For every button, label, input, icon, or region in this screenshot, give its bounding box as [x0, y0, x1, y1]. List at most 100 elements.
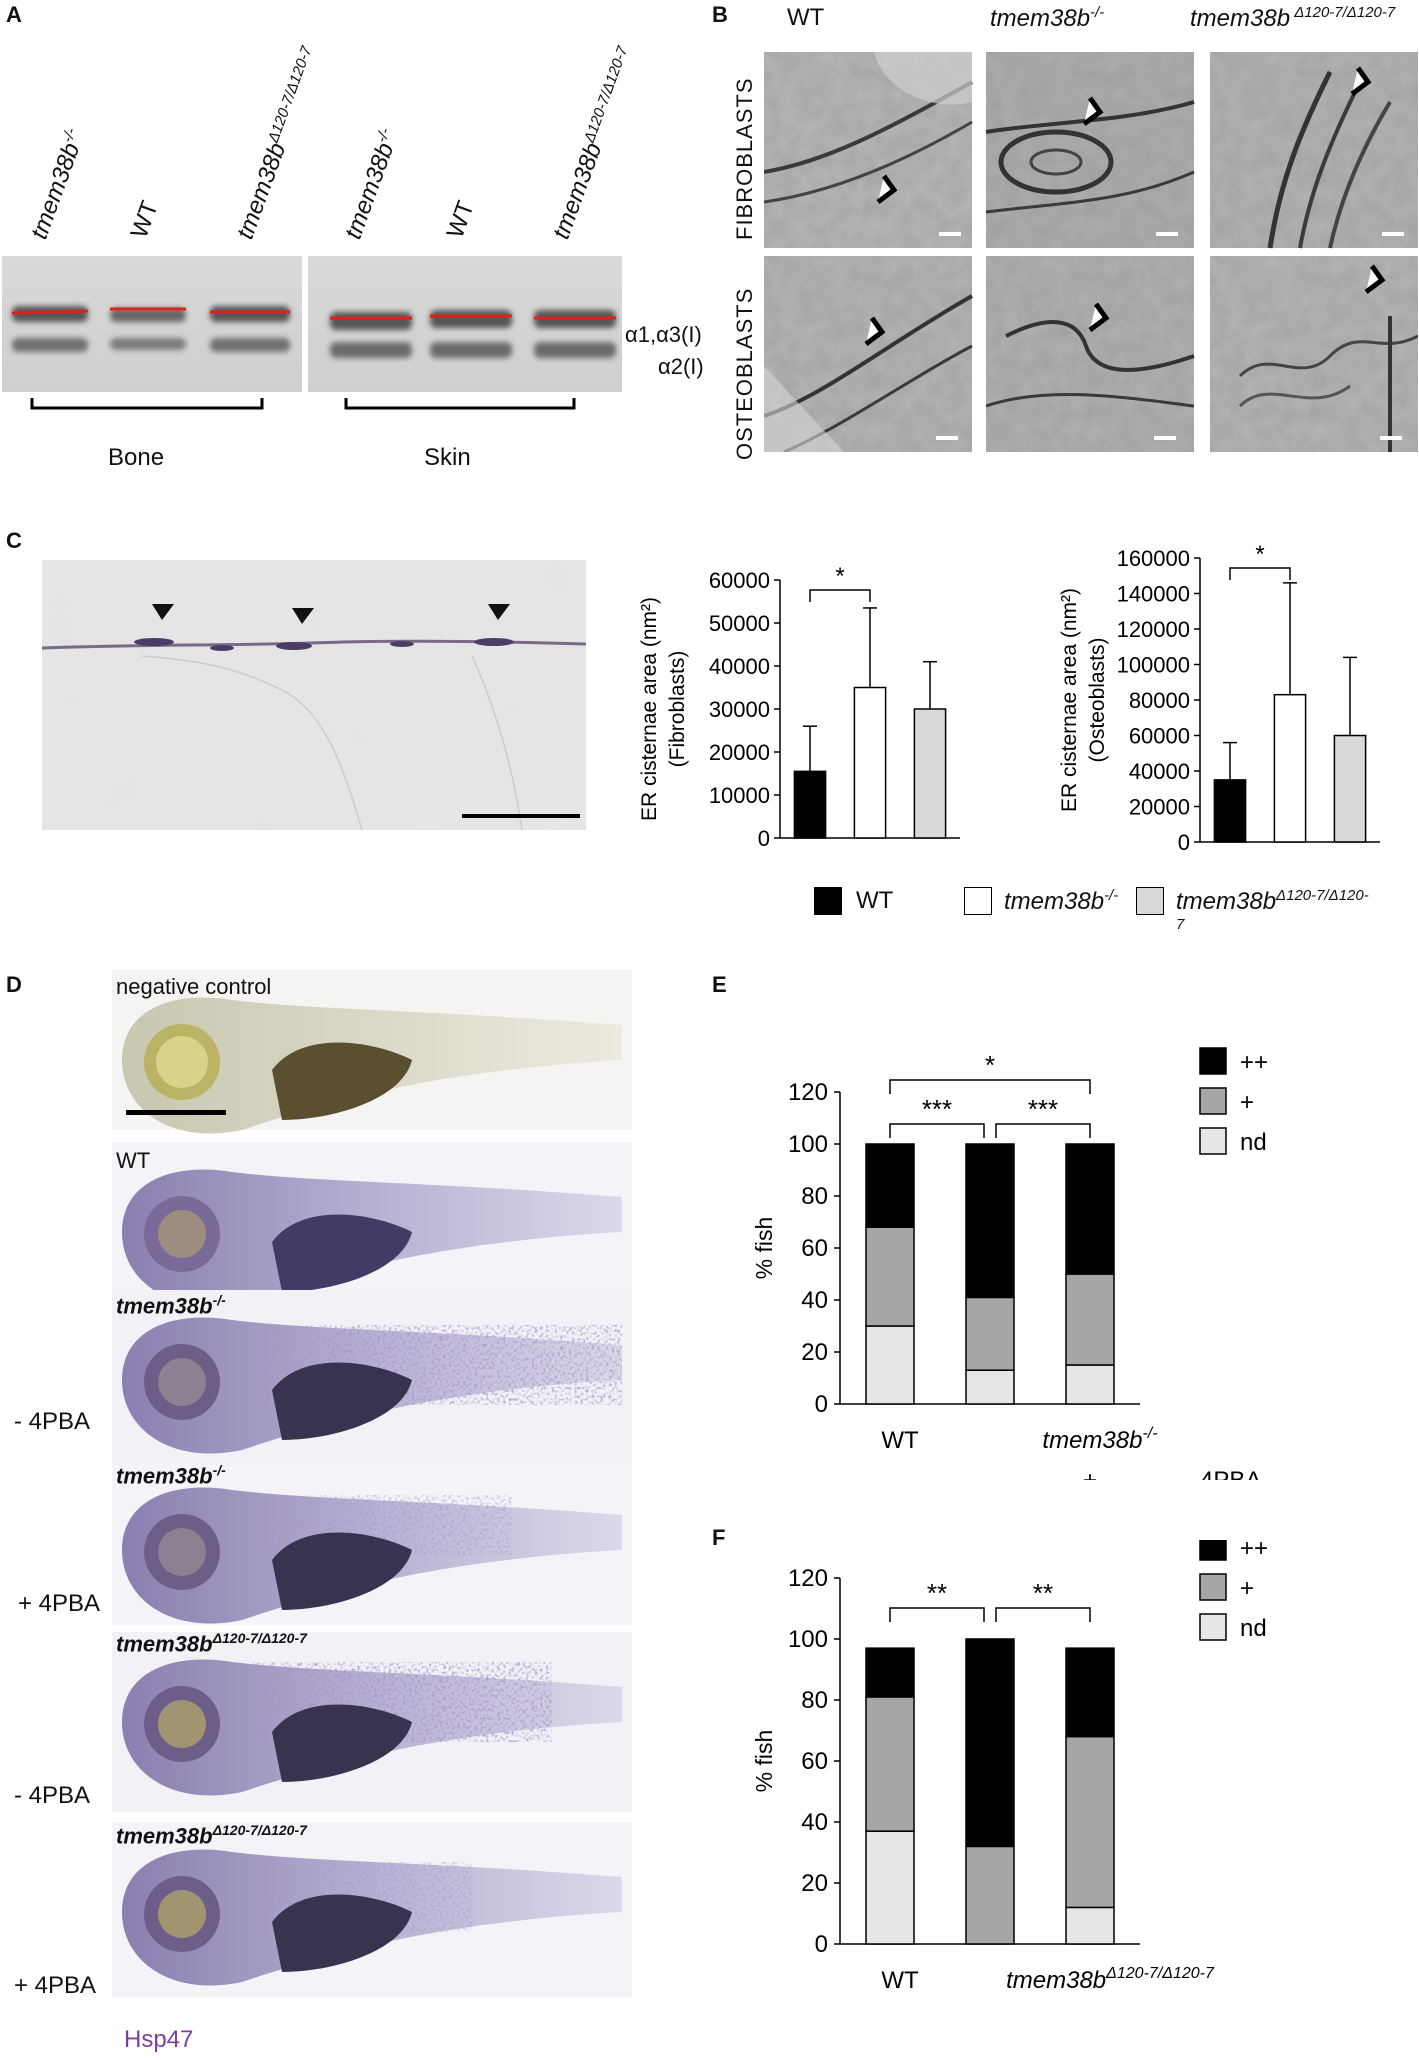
bar-segment-plus: [1065, 1735, 1115, 1909]
significance-label: ***: [922, 1094, 952, 1124]
y-tick-label: 30000: [709, 697, 770, 722]
group-label: tmem38b-/-: [1042, 1425, 1157, 1454]
bar: [1213, 779, 1247, 843]
y-tick-label: 20: [801, 1339, 828, 1366]
panel-label-f: F: [712, 1525, 726, 1550]
band-label-top: α1,α3(I): [625, 322, 702, 347]
bar: [913, 708, 947, 839]
bar-segment-plusplus: [965, 1638, 1015, 1848]
c-legend: WT tmem38b-/- tmem38bΔ120-7/Δ120-7: [814, 887, 1374, 933]
y-tick-label: 60: [801, 1235, 828, 1262]
panel-label-e: E: [712, 972, 727, 997]
y-tick-label: 160000: [1117, 546, 1190, 571]
y-tick-label: 20000: [709, 740, 770, 765]
d-embryo-images: [112, 970, 632, 1997]
legend-swatch: [1199, 1573, 1227, 1601]
y-tick-label: 20: [801, 1870, 828, 1897]
treatment-mark: -: [986, 2007, 994, 2010]
significance-label: **: [927, 1578, 947, 1608]
group-label-skin: Skin: [424, 444, 471, 471]
d-stain-label: Hsp47: [124, 2026, 194, 2053]
bar-segment-plus: [865, 1226, 915, 1327]
bar-segment-nd: [865, 1830, 915, 1945]
y-tick-label: 100: [788, 1131, 828, 1158]
significance-label: ***: [1028, 1094, 1058, 1124]
bar-segment-nd: [1065, 1364, 1115, 1405]
y-tick-label: 40000: [709, 654, 770, 679]
significance-label: *: [985, 1050, 995, 1080]
y-tick-label: 50000: [709, 611, 770, 636]
y-tick-label: 40: [801, 1809, 828, 1836]
panel-label-b: B: [712, 2, 728, 27]
significance-label: *: [1255, 541, 1264, 568]
legend-swatch: [1199, 1087, 1227, 1115]
treatment-mark: -: [886, 2007, 894, 2010]
group-label: tmem38bΔ120-7/Δ120-7: [1006, 1965, 1215, 1994]
y-tick-label: 80000: [1129, 688, 1190, 713]
significance-bracket: [809, 589, 871, 602]
legend-swatch-ko: [964, 887, 992, 915]
group-brackets: [30, 398, 576, 410]
y-axis-label-2: (Osteoblasts): [1086, 638, 1109, 763]
y-tick-label: 60000: [709, 568, 770, 593]
bar: [793, 770, 827, 839]
d-label-negative: negative control: [116, 974, 272, 999]
bar-segment-nd: [965, 1369, 1015, 1405]
significance-bracket: [889, 1079, 1091, 1094]
legend-label: nd: [1240, 1129, 1267, 1156]
bar-segment-plusplus: [865, 1143, 915, 1228]
c-charts: 0 10000 20000 30000 40000 50000 60000 * * ER cist…: [638, 541, 1380, 855]
bar-segment-plus: [865, 1696, 915, 1832]
d-label-delta-2: tmem38bΔ120-7/Δ120-7: [116, 1822, 307, 1849]
d-label-wt: WT: [116, 1148, 151, 1173]
b-row-fibroblasts: FIBROBLASTS: [732, 77, 757, 240]
legend-label: ++: [1240, 1540, 1268, 1562]
group-label: WT: [881, 1967, 919, 1994]
y-axis-label: % fish: [751, 1217, 777, 1280]
y-tick-label: 120: [788, 1565, 828, 1592]
significance-bracket: [1229, 567, 1291, 580]
legend-swatch: [1199, 1540, 1227, 1561]
c-section-image: [42, 560, 586, 830]
bar-segment-plusplus: [965, 1143, 1015, 1299]
legend-label-wt: WT: [856, 887, 894, 914]
bar-segment-plus: [1065, 1273, 1115, 1366]
bar-segment-plusplus: [1065, 1647, 1115, 1738]
treatment-label: 4PBA: [1200, 1467, 1261, 1480]
y-tick-label: 60: [801, 1748, 828, 1775]
em-micrograph-grid: [764, 52, 1418, 452]
legend-swatch: [1199, 1047, 1227, 1075]
bar-segment-plus: [965, 1845, 1015, 1945]
y-tick-label: 0: [815, 1931, 828, 1958]
group-label-bone: Bone: [108, 444, 165, 471]
b-col-wt: WT: [787, 4, 825, 31]
legend-swatch: [1199, 1127, 1227, 1155]
y-axis-label: ER cisternae area (nm²): [638, 597, 661, 821]
lane-label-6: tmem38bΔ120-7/Δ120-7: [547, 44, 632, 243]
y-axis-label-2: (Fibroblasts): [666, 651, 689, 768]
y-tick-label: 40000: [1129, 759, 1190, 784]
legend-label: ++: [1240, 1049, 1268, 1076]
y-axis-label: % fish: [751, 1730, 777, 1793]
panel-label-d: D: [6, 972, 22, 997]
d-treatment-3: - 4PBA: [14, 1782, 91, 1809]
y-tick-label: 0: [758, 826, 770, 851]
legend-label: +: [1240, 1089, 1254, 1116]
d-label-ko-1: tmem38b-/-: [116, 1292, 226, 1319]
y-tick-label: 120: [788, 1079, 828, 1106]
treatment-mark: +: [1083, 1467, 1097, 1480]
significance-bracket: [995, 1607, 1091, 1622]
legend-label: nd: [1240, 1615, 1267, 1642]
bar: [853, 686, 887, 839]
bar-segment-nd: [865, 1325, 915, 1405]
panel-label-c: C: [6, 528, 22, 553]
significance-bracket: [889, 1607, 985, 1622]
d-treatment-1: - 4PBA: [14, 1408, 91, 1435]
b-col-delta: tmem38b Δ120-7/Δ120-7: [1190, 4, 1396, 32]
bar: [1273, 693, 1307, 843]
lane-label-3: tmem38bΔ120-7/Δ120-7: [231, 44, 316, 243]
lane-label-4: tmem38b-/-: [339, 125, 400, 243]
